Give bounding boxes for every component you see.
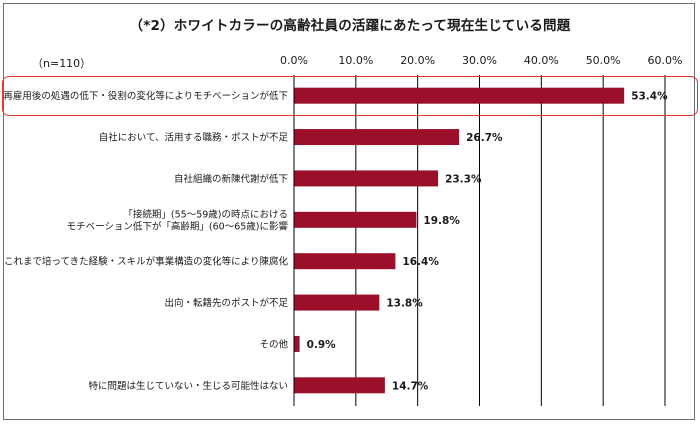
category-label: 「接続期」(55～59歳)の時点における (123, 208, 288, 220)
chart-frame (3, 3, 695, 420)
bar (294, 129, 460, 146)
value-label: 26.7% (466, 132, 503, 144)
x-tick-label: 30.0% (462, 54, 497, 67)
x-tick-label: 60.0% (648, 54, 683, 67)
sample-size-label: （n=110） (32, 57, 92, 70)
bar (294, 170, 439, 187)
value-label: 23.3% (445, 173, 482, 185)
bar (294, 294, 380, 311)
category-label: 出向・転籍先のポストが不足 (164, 297, 288, 309)
value-label: 13.8% (386, 298, 423, 310)
category-label: 自社組織の新陳代謝が低下 (174, 173, 288, 185)
bar (294, 211, 417, 228)
value-label: 14.7% (392, 380, 429, 392)
category-label: 自社において、活用する職務・ポストが不足 (99, 132, 289, 144)
value-label: 19.8% (423, 215, 460, 227)
category-label: 特に問題は生じていない・生じる可能性はない (88, 380, 288, 392)
x-tick-label: 40.0% (524, 54, 559, 67)
value-label: 16.4% (402, 256, 439, 268)
chart-title: （*2）ホワイトカラーの高齢社員の活躍にあたって現在生じている問題 (129, 18, 571, 34)
category-label: モチベーション低下が「高齢期」(60～65歳)に影響 (67, 220, 289, 232)
x-tick-label: 50.0% (586, 54, 621, 67)
value-label: 0.9% (307, 339, 337, 351)
value-label: 53.4% (631, 91, 668, 103)
x-tick-label: 0.0% (280, 54, 308, 67)
bar (294, 335, 300, 352)
bar (294, 377, 385, 394)
x-tick-label: 10.0% (338, 54, 373, 67)
category-label: その他 (259, 338, 288, 350)
bar (294, 253, 396, 270)
category-label: これまで培ってきた経験・スキルが事業構造の変化等により陳腐化 (4, 256, 289, 268)
x-tick-label: 20.0% (400, 54, 435, 67)
category-label: 再雇用後の処遇の低下・役割の変化等によりモチベーションが低下 (3, 90, 288, 102)
bar (294, 87, 625, 104)
highlight-box (2, 76, 698, 116)
